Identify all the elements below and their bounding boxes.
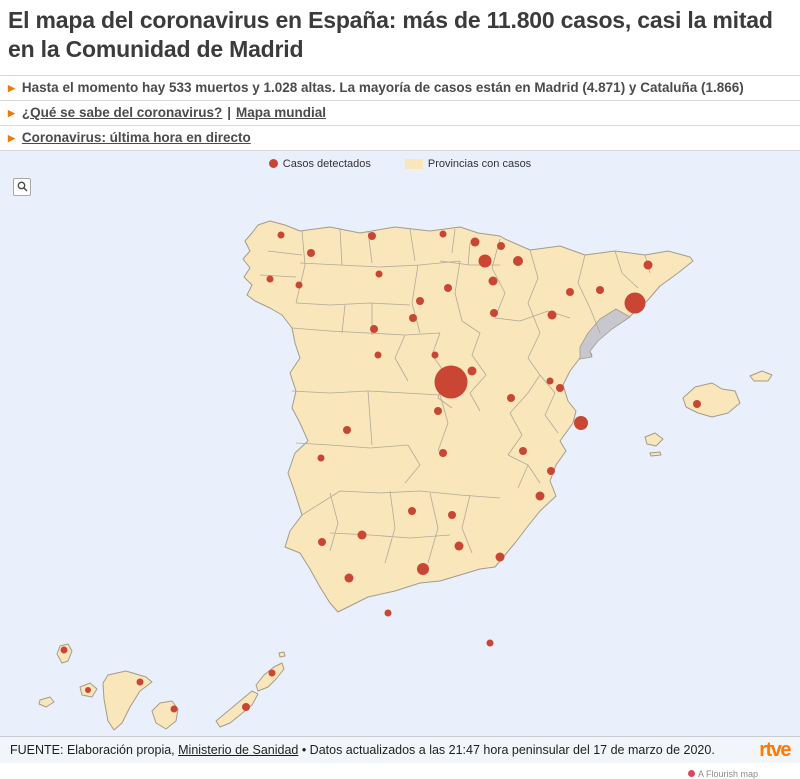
province-borders <box>259 228 651 563</box>
link-que-se-sabe[interactable]: ¿Qué se sabe del coronavirus? <box>21 104 223 120</box>
case-marker[interactable] <box>507 393 515 402</box>
case-marker[interactable] <box>417 562 429 575</box>
case-marker[interactable] <box>357 530 367 540</box>
case-marker[interactable] <box>60 646 68 654</box>
case-marker[interactable] <box>454 541 464 551</box>
map-zoom-button[interactable] <box>13 177 31 196</box>
case-marker[interactable] <box>495 552 505 562</box>
case-marker[interactable] <box>431 351 439 359</box>
map-legend: Casos detectados Provincias con casos <box>0 158 800 170</box>
attribution-strip: A Flourish map <box>0 766 800 779</box>
case-marker[interactable] <box>384 609 392 617</box>
case-marker[interactable] <box>488 276 498 286</box>
source-link[interactable]: Ministerio de Sanidad <box>178 742 299 757</box>
case-marker[interactable] <box>344 573 354 583</box>
case-marker[interactable] <box>408 506 416 515</box>
case-marker[interactable] <box>546 377 554 385</box>
case-marker[interactable] <box>439 230 447 238</box>
rtve-logo[interactable]: rtve <box>759 738 791 761</box>
spain-peninsula[interactable] <box>242 220 694 613</box>
case-marker[interactable] <box>416 296 424 305</box>
flourish-logo-icon <box>688 770 695 777</box>
case-marker[interactable] <box>434 365 468 399</box>
case-marker[interactable] <box>343 425 351 434</box>
link-mapa-mundial[interactable]: Mapa mundial <box>236 104 327 120</box>
link-ultima-hora[interactable]: Coronavirus: última hora en directo <box>21 129 251 145</box>
page-title: El mapa del coronavirus en España: más d… <box>8 7 773 63</box>
case-marker[interactable] <box>470 237 480 247</box>
case-marker[interactable] <box>513 255 523 266</box>
list-item: ▶ ¿Qué se sabe del coronavirus? | Mapa mun… <box>0 101 800 126</box>
spain-map-canvas[interactable] <box>0 151 800 736</box>
legend-cases-label: Casos detectados <box>282 157 371 170</box>
case-marker[interactable] <box>317 454 325 462</box>
source-text: FUENTE: Elaboración propia, <box>10 742 179 757</box>
case-marker[interactable] <box>375 270 383 278</box>
legend-item-provinces[interactable]: Provincias con casos <box>404 157 532 170</box>
case-marker[interactable] <box>277 231 285 239</box>
case-marker[interactable] <box>486 639 494 647</box>
case-marker[interactable] <box>643 260 653 270</box>
case-marker[interactable] <box>370 324 378 333</box>
legend-item-cases[interactable]: Casos detectados <box>268 157 371 170</box>
source-text-suffix: • Datos actualizados a las 21:47 hora pe… <box>298 742 715 757</box>
map-footer: FUENTE: Elaboración propia, Ministerio d… <box>0 735 800 763</box>
case-marker[interactable] <box>467 366 477 376</box>
case-marker[interactable] <box>170 705 178 713</box>
case-markers-layer <box>60 230 701 713</box>
case-marker[interactable] <box>318 537 326 546</box>
case-marker[interactable] <box>307 248 315 257</box>
bullet-arrow-icon: ▶ <box>8 107 15 118</box>
case-marker[interactable] <box>624 292 646 314</box>
legend-provinces-label: Provincias con casos <box>427 157 532 170</box>
case-marker[interactable] <box>693 399 701 408</box>
list-item: ▶ Coronavirus: última hora en directo <box>0 126 800 151</box>
province-no-cases[interactable] <box>579 308 631 360</box>
case-marker[interactable] <box>556 383 564 392</box>
case-marker[interactable] <box>478 254 492 268</box>
flourish-attribution[interactable]: A Flourish map <box>688 769 758 779</box>
case-marker[interactable] <box>368 231 376 240</box>
case-marker[interactable] <box>448 510 456 519</box>
cases-dot-icon <box>268 159 278 169</box>
case-marker[interactable] <box>444 283 452 292</box>
case-marker[interactable] <box>295 281 303 289</box>
case-marker[interactable] <box>374 351 382 359</box>
canary-islands[interactable] <box>38 643 286 731</box>
case-marker[interactable] <box>547 466 555 475</box>
case-marker[interactable] <box>490 308 498 317</box>
summary-text: Hasta el momento hay 533 muertos y 1.028… <box>21 79 744 95</box>
province-swatch-icon <box>404 158 423 169</box>
case-marker[interactable] <box>535 491 545 501</box>
bullet-arrow-icon: ▶ <box>8 82 15 93</box>
case-marker[interactable] <box>85 686 91 693</box>
case-marker[interactable] <box>266 275 274 283</box>
related-links-list: ▶ Hasta el momento hay 533 muertos y 1.0… <box>0 74 800 151</box>
coronavirus-map: Casos detectados Provincias con casos <box>0 150 800 736</box>
magnifier-icon <box>17 182 27 192</box>
bullet-arrow-icon: ▶ <box>8 132 15 143</box>
case-marker[interactable] <box>547 310 557 320</box>
case-marker[interactable] <box>409 313 417 322</box>
case-marker[interactable] <box>242 702 250 711</box>
case-marker[interactable] <box>596 285 604 294</box>
case-marker[interactable] <box>136 678 144 686</box>
balearic-islands[interactable] <box>644 370 773 457</box>
case-marker[interactable] <box>519 446 527 455</box>
case-marker[interactable] <box>439 448 447 457</box>
case-marker[interactable] <box>574 415 588 430</box>
case-marker[interactable] <box>566 287 574 296</box>
list-item: ▶ Hasta el momento hay 533 muertos y 1.0… <box>0 76 800 101</box>
bullet-links: ¿Qué se sabe del coronavirus? | Mapa mundi… <box>22 105 326 120</box>
case-marker[interactable] <box>268 669 276 677</box>
case-marker[interactable] <box>434 406 442 415</box>
link-separator: | <box>227 104 232 120</box>
case-marker[interactable] <box>497 241 505 250</box>
